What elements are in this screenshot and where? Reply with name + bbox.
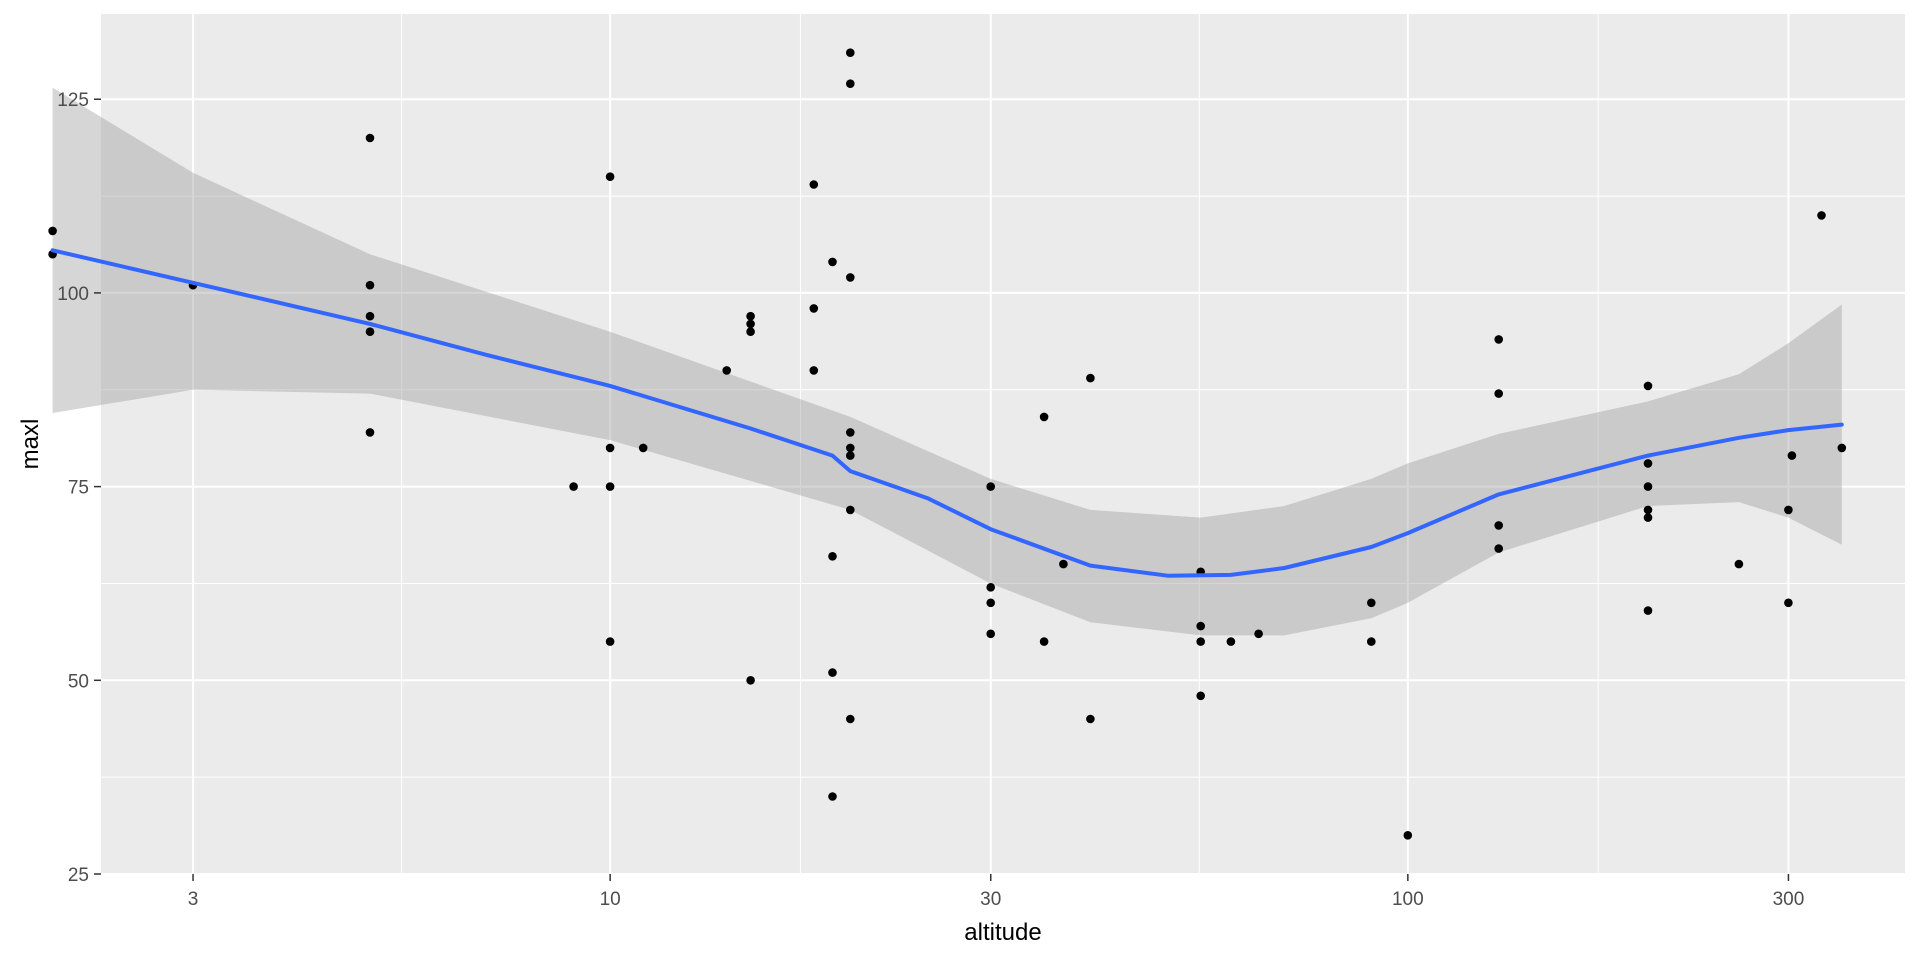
data-point: [638, 443, 648, 453]
data-point: [1403, 831, 1413, 840]
x-axis: 3 10 30 100 300: [188, 874, 1805, 910]
data-point: [365, 280, 375, 290]
data-point: [1254, 629, 1263, 639]
data-point: [986, 482, 995, 491]
data-point: [746, 311, 755, 321]
data-point: [1837, 443, 1847, 453]
data-point: [1643, 381, 1653, 391]
data-point: [1196, 691, 1205, 701]
data-point: [1817, 211, 1826, 220]
data-point: [746, 676, 755, 685]
data-point: [1367, 598, 1376, 608]
data-point: [365, 311, 375, 321]
x-tick-label: 10: [600, 889, 621, 910]
data-point: [809, 366, 819, 375]
data-point: [1494, 389, 1503, 398]
data-point: [986, 583, 995, 592]
y-tick-label: 25: [68, 865, 89, 886]
data-point: [846, 273, 855, 282]
y-tick-label: 100: [57, 284, 89, 305]
data-point: [365, 133, 375, 143]
data-point: [809, 304, 819, 313]
data-point: [809, 180, 819, 189]
y-tick-label: 125: [57, 90, 89, 111]
data-point: [605, 172, 615, 181]
smooth-line-layer: [50, 248, 1844, 578]
data-point: [365, 327, 375, 337]
confidence-ribbon-layer: [52, 87, 1842, 636]
y-tick-label: 50: [68, 671, 89, 692]
data-point: [1196, 637, 1205, 646]
y-tick-label: 75: [68, 478, 89, 499]
data-point: [1059, 559, 1068, 569]
data-point: [846, 79, 855, 88]
data-point: [605, 637, 615, 646]
data-point: [605, 482, 615, 491]
data-point: [828, 792, 837, 801]
data-point: [569, 482, 578, 491]
x-tick-label: 3: [188, 889, 199, 910]
data-point: [1039, 637, 1049, 646]
data-point: [48, 226, 57, 236]
data-point: [1494, 521, 1503, 530]
data-point: [846, 48, 855, 57]
data-point: [1787, 451, 1797, 460]
x-axis-title: altitude: [964, 919, 1041, 946]
minor-grid: [101, 14, 1905, 874]
data-point: [722, 366, 731, 375]
data-point: [828, 552, 837, 561]
data-point: [846, 505, 855, 515]
x-tick-label: 300: [1773, 889, 1805, 910]
data-point: [846, 714, 855, 724]
data-point: [1086, 714, 1095, 724]
data-point: [1643, 482, 1653, 491]
data-point: [986, 629, 995, 639]
data-point: [365, 428, 375, 437]
data-point: [1643, 606, 1653, 615]
data-point: [1643, 505, 1653, 515]
data-point: [846, 451, 855, 460]
smooth-line: [50, 248, 1844, 578]
data-point: [846, 428, 855, 437]
data-point: [746, 319, 755, 329]
data-point: [1494, 544, 1503, 553]
data-point: [1784, 505, 1793, 515]
x-tick-label: 30: [980, 889, 1001, 910]
data-point: [605, 443, 615, 453]
data-point: [1734, 559, 1744, 569]
y-axis-title: maxl: [17, 419, 44, 470]
data-point: [1643, 513, 1653, 522]
confidence-ribbon: [52, 87, 1842, 636]
data-point: [846, 443, 855, 453]
data-point: [1039, 412, 1049, 422]
data-point: [746, 327, 755, 337]
data-point: [1784, 598, 1793, 608]
data-point: [1086, 373, 1095, 383]
data-point: [986, 598, 995, 608]
data-points-layer: [48, 48, 1847, 840]
x-tick-label: 100: [1392, 889, 1424, 910]
y-axis: 25 50 75 100 125: [57, 90, 101, 886]
data-point: [1226, 637, 1236, 646]
data-point: [1196, 621, 1205, 631]
data-point: [828, 257, 837, 267]
data-point: [1367, 637, 1376, 646]
data-point: [1494, 335, 1503, 344]
data-point: [828, 668, 837, 677]
data-point: [1643, 459, 1653, 468]
